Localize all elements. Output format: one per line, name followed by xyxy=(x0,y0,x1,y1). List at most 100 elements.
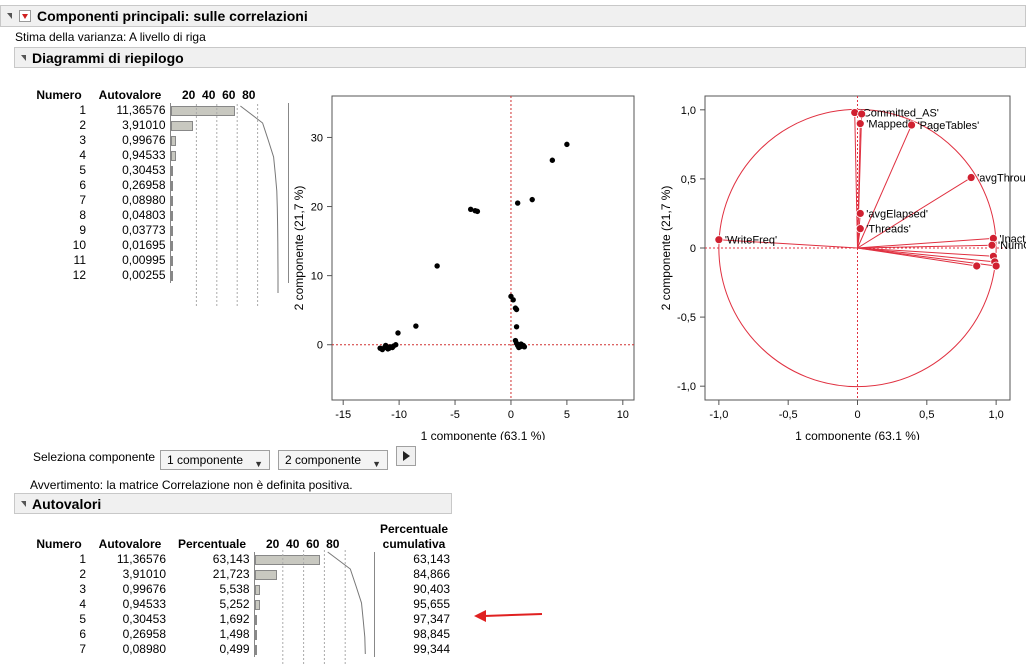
score-plot[interactable]: -15 -10 -5 0 5 10 0 10 20 30 1 componente (63,1 %)… xyxy=(290,90,640,440)
row-bar-cell xyxy=(169,223,289,238)
second-component-select[interactable]: 2 componente ▼ xyxy=(278,450,388,470)
row-number: 1 xyxy=(79,552,86,566)
x-tick-label: 5 xyxy=(564,409,570,421)
collapse-triangle-icon[interactable] xyxy=(7,13,12,19)
score-point[interactable] xyxy=(510,297,516,303)
score-point[interactable] xyxy=(549,157,556,163)
loading-point[interactable] xyxy=(987,240,997,250)
row-number: 4 xyxy=(79,148,86,162)
row-eigenvalue: 0,08980 xyxy=(122,642,166,656)
loading-label: 'WriteFreq' xyxy=(725,235,777,247)
col-numero: Numero xyxy=(36,537,82,551)
row-number: 4 xyxy=(79,597,86,611)
collapse-triangle-icon[interactable] xyxy=(21,55,26,61)
loading-point[interactable] xyxy=(907,120,916,130)
eigen-bar xyxy=(170,136,177,146)
row-bar-cell xyxy=(169,118,289,133)
loading-point[interactable] xyxy=(714,235,724,245)
table-row: 11 0,00995 xyxy=(28,253,289,268)
row-bar-cell xyxy=(169,148,289,163)
eigenvalues-header[interactable]: Autovalori xyxy=(14,493,452,514)
row-bar-cell xyxy=(253,612,375,627)
first-component-select[interactable]: 1 componente ▼ xyxy=(160,450,270,470)
eigen-bar xyxy=(170,196,173,206)
row-eigenvalue: 0,00255 xyxy=(122,268,166,282)
row-number: 5 xyxy=(79,612,86,626)
y-axis-label: 2 componente (21,7 %) xyxy=(659,186,673,311)
score-point[interactable] xyxy=(413,323,419,329)
loading-vector xyxy=(857,237,994,249)
score-point[interactable] xyxy=(520,342,526,349)
score-point[interactable] xyxy=(513,324,520,330)
row-percent: 21,723 xyxy=(212,567,250,581)
summary-plots-title: Diagrammi di riepilogo xyxy=(32,50,184,66)
table-row: 9 0,03773 xyxy=(28,223,289,238)
score-point[interactable] xyxy=(564,141,570,148)
col-autovalore: Autovalore xyxy=(98,88,162,102)
eigenvalues-table: Numero Autovalore Percentuale 20 40 60 8… xyxy=(28,518,454,657)
row-bar-cell xyxy=(169,193,289,208)
plot-frame xyxy=(331,95,635,401)
row-eigenvalue: 0,94533 xyxy=(122,148,166,162)
summary-scree-overlay xyxy=(195,104,279,308)
warning-text: Avvertimento: la matrice Correlazione no… xyxy=(30,478,353,492)
row-number: 2 xyxy=(79,118,86,132)
row-eigenvalue: 0,04803 xyxy=(122,208,166,222)
loading-point[interactable] xyxy=(972,261,982,271)
eigen-bar xyxy=(254,630,257,640)
summary-plots-header[interactable]: Diagrammi di riepilogo xyxy=(14,47,1026,68)
first-component-value: 1 componente xyxy=(167,453,244,467)
row-number: 3 xyxy=(79,133,86,147)
eigen-bar xyxy=(170,211,173,221)
eigen-bar xyxy=(170,241,173,251)
loading-label: 'PageTables' xyxy=(918,120,980,132)
second-component-value: 2 componente xyxy=(285,453,362,467)
row-number: 8 xyxy=(79,208,86,222)
row-eigenvalue: 0,26958 xyxy=(122,178,166,192)
row-eigenvalue: 11,36576 xyxy=(116,103,166,117)
row-bar-cell xyxy=(169,103,289,118)
row-number: 6 xyxy=(79,627,86,641)
apply-components-button[interactable] xyxy=(396,446,416,466)
score-point[interactable] xyxy=(467,206,474,213)
eigen-bar xyxy=(170,166,173,176)
score-point[interactable] xyxy=(529,196,535,203)
loading-point[interactable] xyxy=(966,173,976,182)
row-number: 12 xyxy=(72,268,86,282)
row-bar-cell xyxy=(169,238,289,253)
collapse-triangle-icon[interactable] xyxy=(21,501,26,507)
score-point[interactable] xyxy=(514,200,521,206)
score-point[interactable] xyxy=(395,330,401,336)
report-header[interactable]: Componenti principali: sulle correlazion… xyxy=(0,5,1026,27)
table-row: 3 0,99676 xyxy=(28,133,289,148)
y-tick-label: -1,0 xyxy=(677,381,696,393)
loading-plot[interactable]: -1,0 -0,5 0 0,5 1,0 -1,0 -0,5 0 0,5 1,0 'Committed… xyxy=(655,90,1026,440)
loading-point[interactable] xyxy=(855,119,865,129)
loading-point[interactable] xyxy=(855,209,865,218)
loading-point[interactable] xyxy=(857,109,867,119)
loading-point[interactable] xyxy=(855,224,865,234)
y-tick-label: 20 xyxy=(311,202,323,214)
table-row: 5 0,30453 xyxy=(28,163,289,178)
row-percent: 5,538 xyxy=(219,582,250,596)
row-number: 10 xyxy=(72,238,86,252)
y-tick-label: -0,5 xyxy=(677,312,696,324)
row-eigenvalue: 3,91010 xyxy=(122,118,166,132)
loading-label: 'avgThroughput' xyxy=(977,173,1026,185)
red-arrow-annotation xyxy=(474,610,543,622)
score-point[interactable] xyxy=(434,263,440,269)
x-tick-label: -0,5 xyxy=(779,409,798,421)
score-point[interactable] xyxy=(474,208,481,215)
row-percent: 1,692 xyxy=(219,612,250,626)
row-bar-cell xyxy=(169,133,289,148)
score-point[interactable] xyxy=(513,306,520,313)
col-percentuale-cumulativa: Percentuale cumulativa xyxy=(379,522,449,551)
row-bar-cell xyxy=(169,163,289,178)
score-point[interactable] xyxy=(389,344,396,351)
row-eigenvalue: 0,00995 xyxy=(122,253,166,267)
red-triangle-menu-icon[interactable] xyxy=(19,10,31,22)
loading-point[interactable] xyxy=(991,261,1001,271)
row-number: 2 xyxy=(79,567,86,581)
eigen-bar xyxy=(170,121,193,131)
table-row: 6 0,26958 xyxy=(28,178,289,193)
